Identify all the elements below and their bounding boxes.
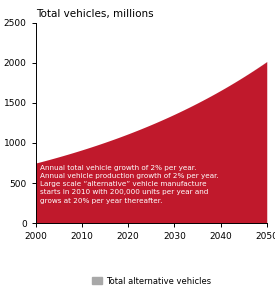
Text: Annual total vehicle growth of 2% per year.
Annual vehicle production growth of : Annual total vehicle growth of 2% per ye…	[40, 165, 219, 204]
Text: Total vehicles, millions: Total vehicles, millions	[36, 9, 153, 19]
Legend: Total alternative vehicles, Total traditional vehicles: Total alternative vehicles, Total tradit…	[92, 277, 211, 286]
